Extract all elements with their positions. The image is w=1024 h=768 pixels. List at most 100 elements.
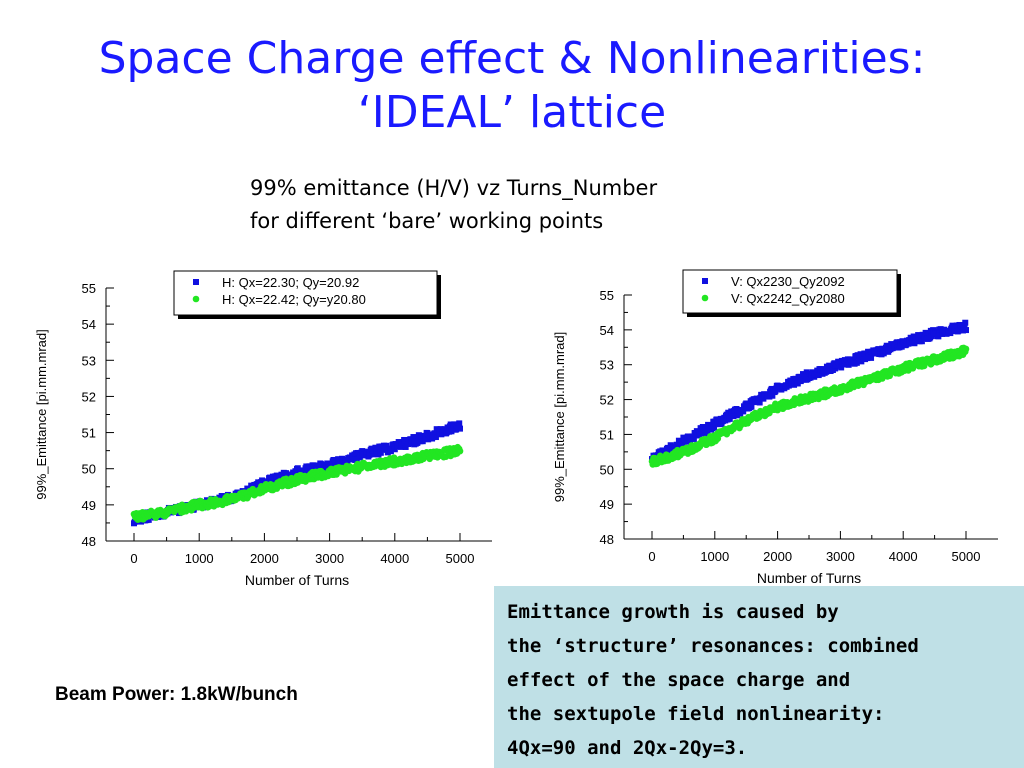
y-axis-label: 99%_Emittance [pi.mm.mrad] [552, 332, 567, 503]
data-point [704, 428, 711, 435]
y-tick-label: 54 [600, 323, 614, 338]
slide-title-line-1: Space Charge effect & Nonlinearities: [98, 33, 926, 84]
data-point [711, 424, 718, 431]
data-point [415, 432, 422, 439]
explanation-box: Emittance growth is caused by the ‘struc… [494, 586, 1024, 768]
chart-vertical-emittance: 48 49 50 51 52 53 54 55 0 1000 2000 3000 4000 5000 Num… [552, 269, 998, 586]
x-tick-label: 5000 [952, 549, 981, 564]
note-line-2: the ‘structure’ resonances: combined [507, 635, 919, 657]
legend-frame [173, 270, 438, 316]
note-line-3: effect of the space charge and [507, 669, 851, 691]
slide-title: Space Charge effect & Nonlinearities: ‘I… [0, 32, 1024, 140]
data-point [918, 338, 925, 345]
data-point [388, 445, 395, 452]
y-tick-label: 50 [82, 462, 96, 477]
data-point [667, 442, 674, 449]
x-tick-label: 3000 [826, 549, 855, 564]
x-tick-label: 0 [130, 551, 137, 566]
data-point [306, 463, 313, 470]
legend: H: Qx=22.30; Qy=20.92 H: Qx=22.42; Qy=y20… [173, 270, 441, 319]
data-point [740, 408, 747, 415]
x-tick-label: 0 [648, 549, 655, 564]
data-point [853, 359, 860, 366]
data-point [756, 399, 763, 406]
slide-title-line-2: ‘IDEAL’ lattice [357, 87, 667, 138]
legend-label: V: Qx2230_Qy2092 [731, 274, 845, 289]
x-tick-label: 4000 [889, 549, 918, 564]
data-point [422, 433, 429, 440]
data-point [432, 434, 439, 441]
y-axis-label: 99%_Emittance [pi.mm.mrad] [34, 329, 49, 500]
data-point [962, 319, 969, 326]
y-tick-label: 55 [82, 281, 96, 296]
data-point [145, 516, 152, 523]
data-point [304, 469, 311, 476]
x-tick-label: 2000 [250, 551, 279, 566]
data-point [845, 361, 852, 368]
y-tick-label: 48 [600, 532, 614, 547]
legend-marker [701, 294, 709, 302]
data-point [218, 493, 225, 500]
data-point [437, 426, 444, 433]
subtitle-line-2: for different ‘bare’ working points [250, 209, 604, 233]
series-1-cloud [130, 443, 464, 523]
data-point [947, 330, 954, 337]
data-point [383, 442, 390, 449]
legend-frame [682, 269, 898, 314]
legend-marker [702, 278, 708, 284]
x-tick-label: 2000 [763, 549, 792, 564]
data-point [748, 403, 755, 410]
legend-label: H: Qx=22.30; Qy=20.92 [222, 275, 359, 290]
data-point [875, 346, 882, 353]
data-point [457, 425, 463, 432]
x-tick-label: 5000 [446, 551, 475, 566]
x-axis-label: Number of Turns [245, 572, 349, 588]
subtitle-line-1: 99% emittance (H/V) vz Turns_Number [250, 176, 658, 200]
data-point [815, 372, 822, 379]
data-point [826, 362, 833, 369]
y-tick-label: 53 [82, 353, 96, 368]
data-point [395, 439, 402, 446]
y-tick-label: 50 [600, 462, 614, 477]
y-tick-label: 49 [82, 498, 96, 513]
y-tick-label: 49 [600, 497, 614, 512]
y-tick-label: 55 [600, 288, 614, 303]
y-tick-label: 52 [82, 389, 96, 404]
data-point [311, 463, 318, 470]
note-line-4: the sextupole field nonlinearity: [507, 703, 885, 725]
data-point [259, 477, 266, 484]
legend-marker [193, 279, 199, 285]
chart-horizontal-emittance: 48 49 50 51 52 53 54 55 0 1000 2000 3000 4000 5000 Num… [34, 270, 492, 588]
y-tick-label: 53 [600, 358, 614, 373]
y-tick-label: 52 [600, 393, 614, 408]
data-point [324, 460, 331, 467]
legend-marker [192, 295, 200, 303]
x-tick-label: 1000 [185, 551, 214, 566]
data-point [690, 435, 697, 442]
x-tick-label: 1000 [700, 549, 729, 564]
legend: V: Qx2230_Qy2092 V: Qx2242_Qy2080 [682, 269, 901, 317]
data-point [377, 449, 384, 456]
y-tick-label: 51 [600, 427, 614, 442]
series-1-cloud [648, 344, 970, 468]
note-line-5: 4Qx=90 and 2Qx-2Qy=3. [507, 737, 748, 759]
x-tick-label: 3000 [315, 551, 344, 566]
slide-subtitle: 99% emittance (H/V) vz Turns_Number for … [250, 172, 657, 238]
y-tick-label: 51 [82, 426, 96, 441]
data-point [410, 434, 417, 441]
data-point [955, 327, 962, 334]
y-tick-label: 48 [82, 534, 96, 549]
data-point [456, 447, 464, 455]
data-point [838, 364, 845, 371]
data-point [266, 474, 273, 481]
legend-label: V: Qx2242_Qy2080 [731, 291, 845, 306]
data-point [769, 392, 776, 399]
data-point [962, 345, 970, 353]
data-point [456, 420, 463, 427]
beam-power-label: Beam Power: 1.8kW/bunch [55, 684, 298, 705]
data-point [785, 382, 792, 389]
x-axis-label: Number of Turns [757, 570, 861, 586]
data-point [743, 400, 750, 407]
data-point [924, 330, 931, 337]
note-line-1: Emittance growth is caused by [507, 601, 839, 623]
